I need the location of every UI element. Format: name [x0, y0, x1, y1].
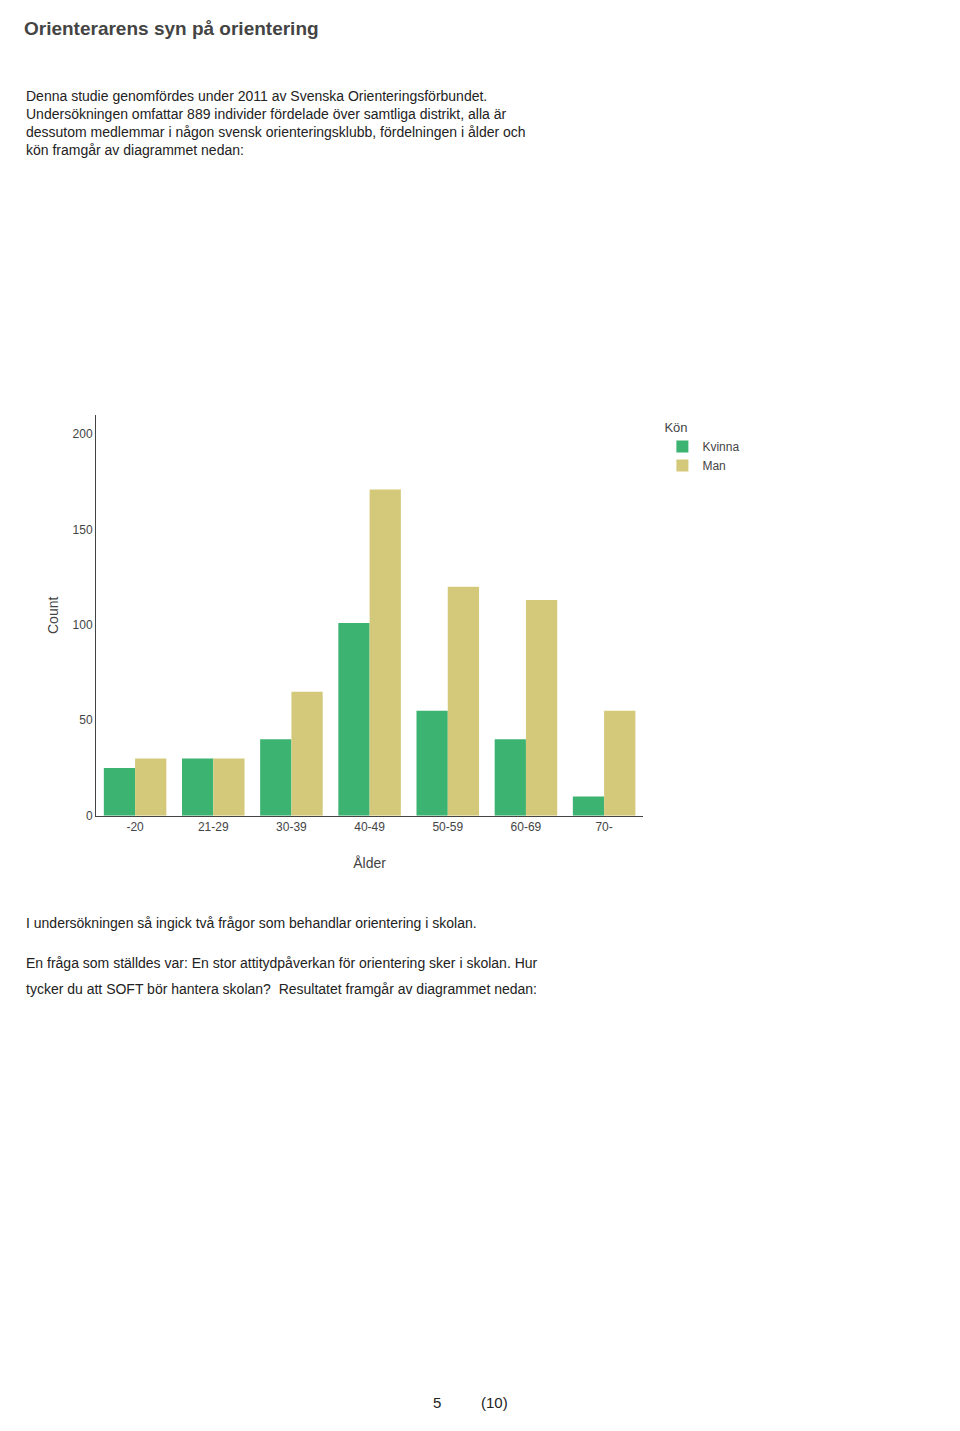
svg-text:70-: 70-: [595, 820, 612, 834]
svg-text:En fråga som ställdes var: En: En fråga som ställdes var: En stor attit…: [26, 955, 538, 971]
svg-text:Kön: Kön: [664, 420, 687, 435]
svg-text:60-69: 60-69: [511, 820, 542, 834]
svg-text:Ålder: Ålder: [353, 855, 386, 871]
svg-text:Count: Count: [45, 597, 61, 634]
svg-text:21-29: 21-29: [198, 820, 229, 834]
svg-text:dessutom medlemmar i någon sve: dessutom medlemmar i någon svensk orient…: [26, 124, 526, 140]
svg-text:kön framgår av diagrammet neda: kön framgår av diagrammet nedan:: [26, 142, 244, 158]
svg-text:Man: Man: [702, 459, 725, 473]
svg-text:100: 100: [73, 618, 93, 632]
svg-text:200: 200: [73, 427, 93, 441]
svg-text:40-49: 40-49: [354, 820, 385, 834]
svg-text:(10): (10): [481, 1394, 508, 1411]
svg-text:Undersökningen omfattar 889 in: Undersökningen omfattar 889 individer fö…: [26, 106, 506, 122]
svg-text:30-39: 30-39: [276, 820, 307, 834]
svg-text:50: 50: [79, 713, 93, 727]
svg-text:50-59: 50-59: [432, 820, 463, 834]
svg-text:I undersökningen så ingick två: I undersökningen så ingick två frågor so…: [26, 915, 477, 931]
svg-text:0: 0: [86, 809, 93, 823]
svg-text:Denna studie genomfördes under: Denna studie genomfördes under 2011 av S…: [26, 88, 487, 104]
svg-text:5: 5: [433, 1394, 441, 1411]
svg-text:tycker du att SOFT bör hantera: tycker du att SOFT bör hantera skolan? R…: [26, 981, 537, 997]
svg-text:-20: -20: [126, 820, 144, 834]
svg-text:Orienterarens syn på orienteri: Orienterarens syn på orientering: [24, 18, 319, 39]
svg-text:Kvinna: Kvinna: [702, 440, 739, 454]
svg-text:150: 150: [73, 523, 93, 537]
